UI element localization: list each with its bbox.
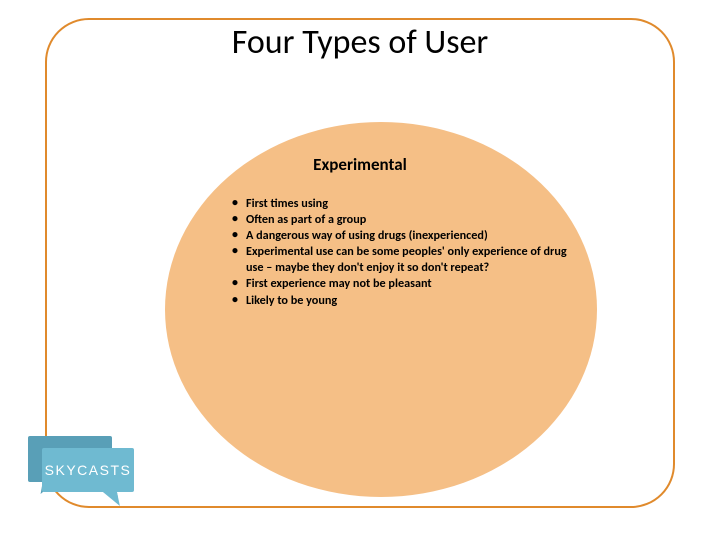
content-oval: [165, 122, 597, 497]
list-item: Experimental use can be some peoples' on…: [232, 244, 568, 276]
bullet-list: First times using Often as part of a gro…: [232, 196, 568, 309]
slide-subtitle: Experimental: [0, 154, 720, 175]
list-item: A dangerous way of using drugs (inexperi…: [232, 228, 568, 244]
list-item: First experience may not be pleasant: [232, 276, 568, 292]
logo-text: SKYCASTS: [45, 462, 132, 478]
slide-title: Four Types of User: [0, 22, 720, 63]
list-item: Likely to be young: [232, 293, 568, 309]
skycasts-logo: SKYCASTS: [22, 434, 138, 512]
speech-bubble-icon: SKYCASTS: [42, 448, 134, 492]
list-item: Often as part of a group: [232, 212, 568, 228]
list-item: First times using: [232, 196, 568, 212]
